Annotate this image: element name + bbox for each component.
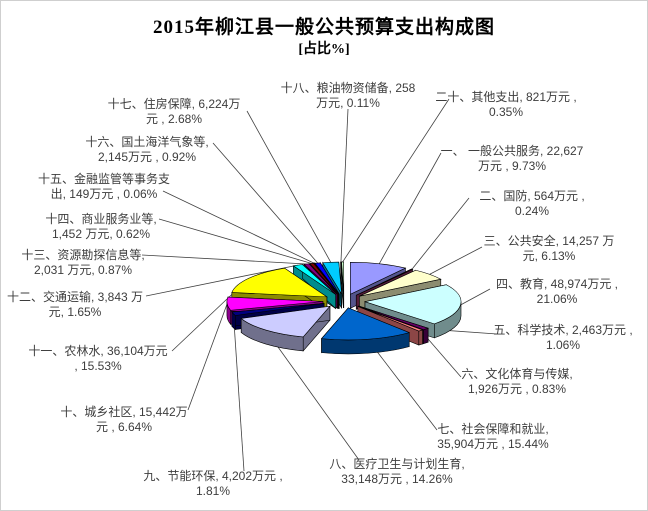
slice-label-1: 一、 一般公共服务, 22,627 万元 , 9.73% xyxy=(441,144,584,174)
slice-label-line: 21.06% xyxy=(536,292,578,306)
slice-label-line: 十七、住房保障, 6,224万 xyxy=(107,97,241,111)
pie-slice-8 xyxy=(240,305,331,352)
slice-label-line: 十六、国土海洋气象等, xyxy=(85,135,209,149)
slice-label-line: 一、 一般公共服务, 22,627 xyxy=(440,144,584,158)
slice-label-7: 七、社会保障和就业, 35,904万元 , 15.44% xyxy=(437,422,548,452)
leader-line xyxy=(429,246,483,275)
slice-label-15: 十五、金融监管等事务支 出, 149万元 , 0.06% xyxy=(38,172,170,202)
slice-label-line: 万元 , 9.73% xyxy=(477,159,547,173)
slice-label-line: 二十、其他支出, 821万元 , xyxy=(435,90,577,104)
chart-subtitle: [占比%] xyxy=(298,42,350,57)
slice-label-line: 三、公共安全, 14,257 万 xyxy=(483,234,615,248)
slice-label-line: 二、国防, 564万元 , xyxy=(479,189,585,203)
slice-label-19: 二十、其他支出, 821万元 , 0.35% xyxy=(435,90,576,120)
slice-label-8: 八、医疗卫生与计划生育, 33,148万元 , 14.26% xyxy=(329,457,464,487)
leader-line xyxy=(342,98,450,263)
leader-line xyxy=(158,218,312,264)
pie-slice-18 xyxy=(340,261,344,308)
slice-label-line: 元 , 6.64% xyxy=(95,420,153,434)
slice-label-9: 九、节能环保, 4,202万元 , 1.81% xyxy=(143,469,282,499)
slice-label-line: 十三、资源勘探信息等, xyxy=(21,248,145,262)
leader-line xyxy=(162,190,315,264)
leader-line xyxy=(141,254,307,265)
slice-label-line: 十一、农林水, 36,104万元 xyxy=(28,344,168,358)
slice-label-line: 十、城乡社区, 15,442万 xyxy=(60,405,188,419)
slice-label-line: 元, 1.65% xyxy=(48,305,102,319)
slice-label-line: 出, 149万元 , 0.06% xyxy=(50,187,158,201)
slice-label-17: 十七、住房保障, 6,224万元 , 2.68% xyxy=(108,97,241,127)
slice-label-line: 0.35% xyxy=(488,105,524,119)
pie-slice-7 xyxy=(320,307,411,355)
leader-line xyxy=(246,110,332,263)
leader-line xyxy=(411,197,470,270)
slice-label-line: 元 , 2.68% xyxy=(145,112,203,126)
slice-label-line: 元, 6.13% xyxy=(522,249,576,263)
slice-label-line: 十四、商业服务业等, xyxy=(45,212,157,226)
slice-label-5: 五、科学技术, 2,463万元 , 1.06% xyxy=(493,323,632,353)
slice-label-line: 六、文化体育与传媒, xyxy=(461,367,573,381)
slice-label-line: 0.24% xyxy=(514,204,550,218)
slice-label-line: 七、社会保障和就业, xyxy=(437,422,549,436)
slice-label-line: 万元, 0.11% xyxy=(316,96,380,110)
slice-label-line: 十五、金融监管等事务支 xyxy=(37,172,171,186)
slice-label-6: 六、文化体育与传媒, 1,926万元 , 0.83% xyxy=(461,367,572,397)
slice-label-line: 2,031 万元, 0.87% xyxy=(33,263,133,277)
slice-label-line: 九、节能环保, 4,202万元 , xyxy=(143,469,283,483)
slice-label-3: 三、公共安全, 14,257 万元, 6.13% xyxy=(484,234,615,264)
leader-line xyxy=(212,142,318,264)
chart-title: 2015年柳江县一般公共预算支出构成图 xyxy=(152,17,495,38)
leader-line xyxy=(340,108,349,262)
slice-label-line: 十八、粮油物资储备, 258 xyxy=(280,81,416,95)
slice-label-4: 四、教育, 48,974万元 , 21.06% xyxy=(496,277,618,307)
slice-label-line: 四、教育, 48,974万元 , xyxy=(495,277,619,291)
slice-label-line: , 15.53% xyxy=(74,359,122,373)
slice-label-16: 十六、国土海洋气象等, 2,145万元 , 0.92% xyxy=(85,135,208,165)
leader-line xyxy=(187,303,228,411)
leader-line xyxy=(460,288,491,306)
slice-label-11: 十一、农林水, 36,104万元, 15.53% xyxy=(28,344,167,374)
slice-label-line: 1,926万元 , 0.83% xyxy=(467,382,567,396)
slice-label-line: 八、医疗卫生与计划生育, xyxy=(329,457,465,471)
slice-label-line: 1.06% xyxy=(545,338,581,352)
slice-label-line: 1.81% xyxy=(195,484,231,498)
slice-label-10: 十、城乡社区, 15,442万元 , 6.64% xyxy=(60,405,187,435)
slice-label-line: 35,904万元 , 15.44% xyxy=(437,437,549,451)
slice-label-line: 1,452 万元, 0.62% xyxy=(51,227,151,241)
slice-label-line: 33,148万元 , 14.26% xyxy=(341,472,453,486)
slice-label-18: 十八、粮油物资储备, 258 万元, 0.11% xyxy=(281,81,416,111)
slice-label-line: 十二、交通运输, 3,843 万 xyxy=(6,290,144,304)
leader-line xyxy=(233,313,245,472)
leader-line xyxy=(265,329,360,461)
slice-label-line: 2,145万元 , 0.92% xyxy=(97,150,197,164)
slice-label-12: 十二、交通运输, 3,843 万元, 1.65% xyxy=(7,290,143,320)
slice-label-line: 五、科学技术, 2,463万元 , xyxy=(493,323,633,337)
slice-label-13: 十三、资源勘探信息等, 2,031 万元, 0.87% xyxy=(21,248,144,278)
leader-line xyxy=(378,152,442,264)
leader-line xyxy=(367,338,438,431)
slice-label-2: 二、国防, 564万元 , 0.24% xyxy=(479,189,584,219)
slice-label-14: 十四、商业服务业等, 1,452 万元, 0.62% xyxy=(45,212,156,242)
